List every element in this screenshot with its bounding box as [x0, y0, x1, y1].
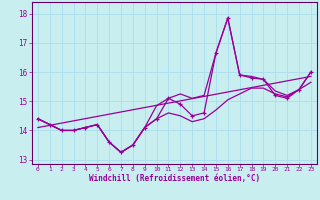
- X-axis label: Windchill (Refroidissement éolien,°C): Windchill (Refroidissement éolien,°C): [89, 174, 260, 183]
